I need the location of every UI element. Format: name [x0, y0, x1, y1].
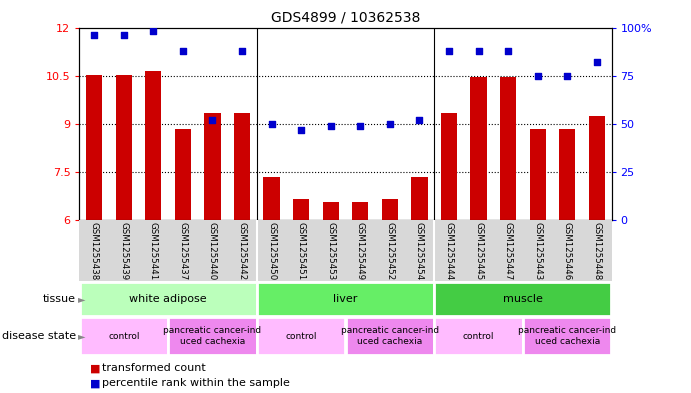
Bar	[589, 116, 605, 220]
Bar	[293, 199, 310, 220]
Bar	[257, 317, 346, 355]
Text: GSM1255453: GSM1255453	[326, 222, 335, 280]
Bar	[529, 129, 546, 220]
Text: control: control	[108, 332, 140, 340]
Point	[207, 117, 218, 123]
Text: percentile rank within the sample: percentile rank within the sample	[102, 378, 290, 388]
Text: pancreatic cancer-ind
uced cachexia: pancreatic cancer-ind uced cachexia	[163, 326, 262, 346]
Text: ►: ►	[78, 294, 86, 304]
Text: transformed count: transformed count	[102, 363, 206, 373]
Text: liver: liver	[333, 294, 358, 304]
Text: pancreatic cancer-ind
uced cachexia: pancreatic cancer-ind uced cachexia	[518, 326, 616, 346]
Point	[502, 48, 513, 54]
Point	[88, 32, 100, 39]
Point	[562, 72, 573, 79]
Text: GSM1255448: GSM1255448	[592, 222, 601, 280]
Bar	[381, 199, 398, 220]
Point	[148, 28, 159, 35]
Point	[354, 123, 366, 129]
Text: GSM1255449: GSM1255449	[356, 222, 365, 280]
Point	[266, 121, 277, 127]
Bar	[169, 317, 256, 355]
Text: ►: ►	[78, 331, 86, 341]
Text: ■: ■	[90, 378, 100, 388]
Point	[473, 48, 484, 54]
Bar	[411, 177, 428, 220]
Bar	[79, 282, 256, 316]
Text: GSM1255444: GSM1255444	[444, 222, 453, 280]
Bar	[471, 77, 486, 220]
Text: pancreatic cancer-ind
uced cachexia: pancreatic cancer-ind uced cachexia	[341, 326, 439, 346]
Bar	[175, 129, 191, 220]
Text: muscle: muscle	[503, 294, 543, 304]
Text: ■: ■	[90, 363, 100, 373]
Bar	[263, 177, 280, 220]
Text: control: control	[285, 332, 317, 340]
Point	[532, 72, 543, 79]
Bar	[115, 75, 132, 220]
Point	[591, 59, 603, 65]
Text: GSM1255439: GSM1255439	[120, 222, 129, 280]
Text: GSM1255445: GSM1255445	[474, 222, 483, 280]
Point	[384, 121, 395, 127]
Point	[325, 123, 337, 129]
Bar	[435, 317, 522, 355]
Bar	[79, 317, 168, 355]
Bar	[559, 129, 576, 220]
Bar	[145, 71, 162, 220]
Bar	[323, 202, 339, 220]
Bar	[346, 317, 434, 355]
Text: GSM1255437: GSM1255437	[178, 222, 187, 280]
Text: GSM1255438: GSM1255438	[90, 222, 99, 280]
Text: white adipose: white adipose	[129, 294, 207, 304]
Text: GSM1255443: GSM1255443	[533, 222, 542, 280]
Text: tissue: tissue	[43, 294, 76, 304]
Bar	[234, 112, 250, 220]
Bar	[257, 282, 434, 316]
Bar	[352, 202, 368, 220]
Point	[178, 48, 189, 54]
Text: GSM1255441: GSM1255441	[149, 222, 158, 280]
Bar	[500, 77, 516, 220]
Point	[118, 32, 129, 39]
Point	[296, 127, 307, 133]
Text: GSM1255440: GSM1255440	[208, 222, 217, 280]
Bar	[205, 112, 220, 220]
Point	[414, 117, 425, 123]
Point	[236, 48, 247, 54]
Title: GDS4899 / 10362538: GDS4899 / 10362538	[271, 11, 420, 25]
Text: GSM1255447: GSM1255447	[504, 222, 513, 280]
Text: GSM1255442: GSM1255442	[238, 222, 247, 280]
Bar	[435, 282, 612, 316]
Point	[444, 48, 455, 54]
Text: disease state: disease state	[2, 331, 76, 341]
Bar	[441, 112, 457, 220]
Text: GSM1255452: GSM1255452	[386, 222, 395, 280]
Text: GSM1255446: GSM1255446	[562, 222, 571, 280]
Text: GSM1255450: GSM1255450	[267, 222, 276, 280]
Text: GSM1255454: GSM1255454	[415, 222, 424, 280]
Bar	[86, 75, 102, 220]
Bar	[523, 317, 612, 355]
Text: GSM1255451: GSM1255451	[296, 222, 305, 280]
Text: control: control	[463, 332, 494, 340]
